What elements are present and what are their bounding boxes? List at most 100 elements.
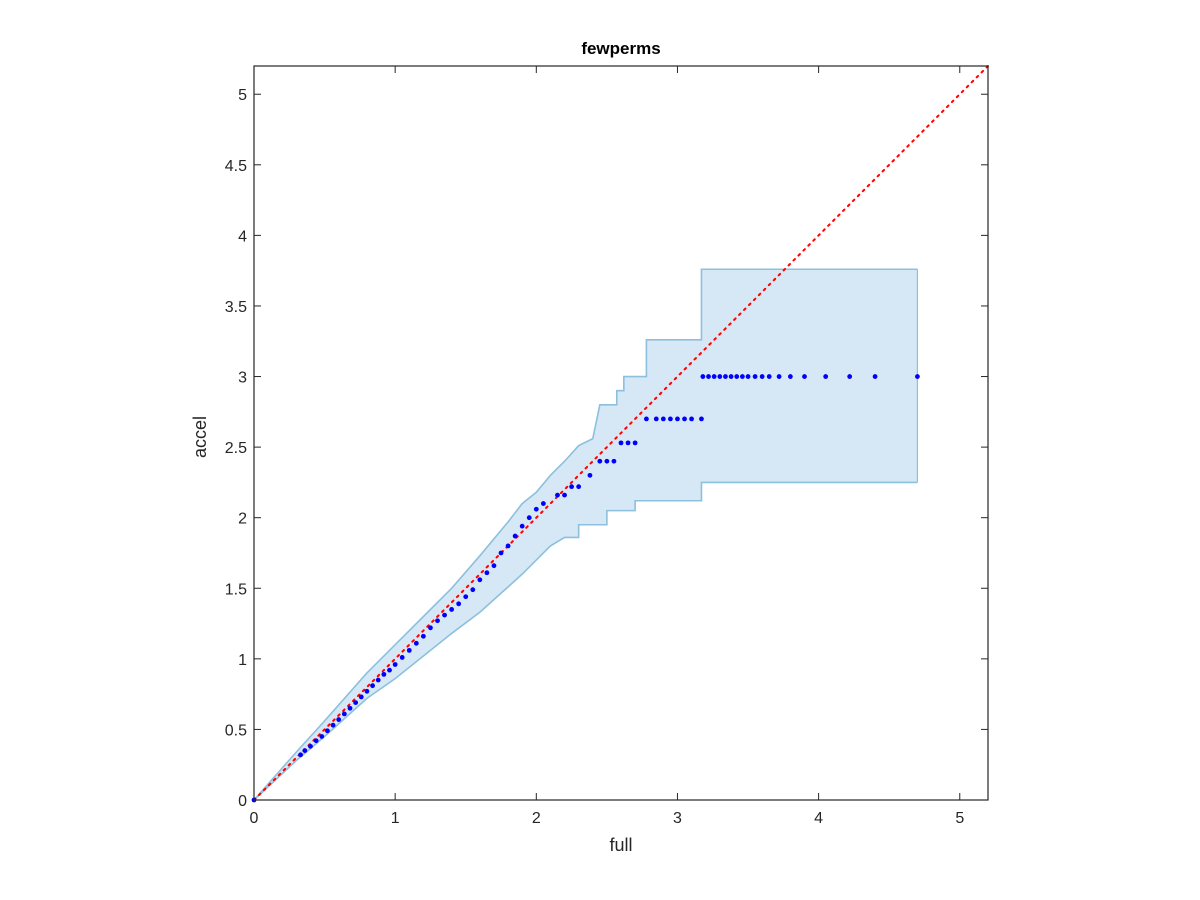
data-point <box>540 501 546 506</box>
data-point <box>723 374 728 379</box>
data-point <box>336 717 342 722</box>
band-upper-edge <box>253 268 918 801</box>
data-point <box>644 416 649 422</box>
x-axis-label: full <box>609 835 632 855</box>
data-point <box>682 416 687 422</box>
data-point <box>519 523 525 529</box>
data-point <box>406 647 412 653</box>
data-point <box>872 374 878 379</box>
data-point <box>717 374 723 379</box>
data-point <box>597 458 603 464</box>
data-point <box>428 625 433 631</box>
y-tick-label: 1 <box>238 652 247 669</box>
data-point <box>477 577 483 583</box>
data-point <box>675 416 680 422</box>
data-point <box>498 550 504 556</box>
data-point <box>587 472 593 478</box>
data-point <box>668 416 673 422</box>
x-tick-label: 0 <box>250 810 259 827</box>
data-point <box>370 683 375 689</box>
data-point <box>776 374 782 379</box>
data-point <box>313 738 319 744</box>
band-lower-edge <box>253 481 918 801</box>
data-point <box>347 705 353 711</box>
data-point <box>752 374 758 379</box>
data-point <box>562 492 567 498</box>
data-point <box>420 633 426 639</box>
data-point <box>470 587 476 593</box>
data-point <box>604 458 610 464</box>
y-tick-label: 4.5 <box>225 158 247 175</box>
data-point <box>632 440 638 446</box>
data-point <box>484 570 490 576</box>
data-point <box>611 458 617 464</box>
data-point <box>319 734 325 739</box>
data-point <box>341 711 347 717</box>
data-point <box>392 662 398 667</box>
x-tick-label: 4 <box>814 810 823 827</box>
data-points <box>251 374 920 803</box>
data-point <box>745 374 751 379</box>
data-point <box>653 416 659 422</box>
data-point <box>381 671 387 677</box>
reference-line <box>253 65 989 801</box>
y-tick-label: 2.5 <box>225 440 247 457</box>
x-tick-label: 3 <box>673 810 682 827</box>
y-tick-label: 1.5 <box>225 581 247 598</box>
axes-box <box>253 65 989 801</box>
axes <box>253 65 989 801</box>
data-point <box>728 374 734 379</box>
data-point <box>413 640 419 646</box>
data-point <box>569 484 574 490</box>
y-tick-label: 3.5 <box>225 299 247 316</box>
data-point <box>505 543 511 549</box>
data-point <box>787 374 793 379</box>
data-point <box>533 506 539 512</box>
data-point <box>330 722 336 728</box>
data-point <box>442 612 447 618</box>
data-point <box>689 416 694 422</box>
data-point <box>456 601 462 607</box>
identity-line <box>253 65 989 801</box>
data-point <box>512 533 518 539</box>
data-point <box>618 440 624 446</box>
data-point <box>308 743 313 749</box>
y-tick-label: 3 <box>238 370 247 387</box>
data-point <box>739 374 745 379</box>
data-point <box>399 655 405 660</box>
data-point <box>463 594 469 600</box>
data-point <box>364 688 370 694</box>
data-point <box>302 748 308 753</box>
data-point <box>555 492 560 498</box>
data-point <box>734 374 740 379</box>
data-point <box>387 667 392 673</box>
data-point <box>802 374 807 379</box>
data-point <box>526 515 532 521</box>
data-point <box>766 374 772 379</box>
confidence-band <box>253 268 919 801</box>
y-tick-label: 0 <box>238 793 247 810</box>
data-point <box>449 607 455 612</box>
x-axis-ticks: 0 1 2 3 4 5 <box>250 66 964 827</box>
data-point <box>915 374 920 379</box>
y-axis-ticks: 0 0.5 1 1.5 2 2.5 3 3.5 4 4.5 5 <box>225 87 988 810</box>
x-tick-label: 5 <box>955 810 964 827</box>
data-point <box>759 374 765 379</box>
data-point <box>298 752 303 758</box>
data-point <box>325 728 330 734</box>
data-point <box>711 374 717 379</box>
y-tick-label: 0.5 <box>225 722 247 739</box>
data-point <box>660 416 666 422</box>
data-point <box>435 618 440 624</box>
data-point <box>625 440 631 446</box>
data-point <box>491 563 497 569</box>
y-tick-label: 4 <box>238 228 247 245</box>
data-point <box>699 416 704 422</box>
data-point <box>847 374 853 379</box>
y-axis-label: accel <box>190 416 210 458</box>
data-point <box>358 694 364 700</box>
data-point <box>706 374 711 379</box>
x-tick-label: 2 <box>532 810 541 827</box>
data-point <box>700 374 706 379</box>
